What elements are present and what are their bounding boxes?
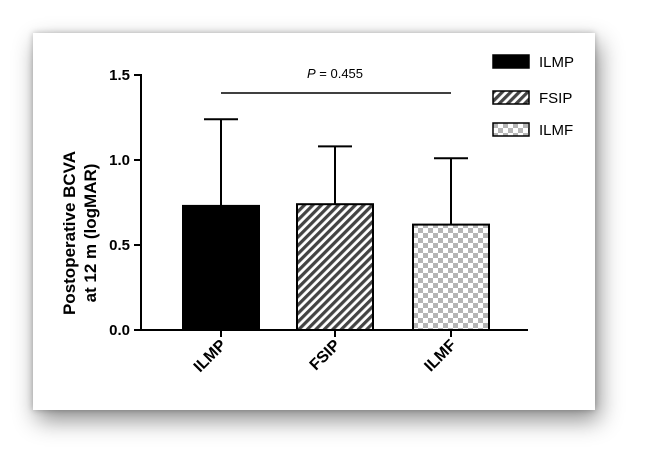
legend-label-fsip: FSIP bbox=[539, 90, 572, 107]
bar-ilmf bbox=[412, 223, 490, 332]
legend-swatch-fsip bbox=[492, 90, 530, 105]
bar-ilmp bbox=[182, 204, 260, 331]
y-axis-label-line-2: at 12 m (logMAR) bbox=[81, 163, 100, 303]
x-tick-label-ilmf: ILMF bbox=[421, 337, 460, 376]
y-axis-label-line-1: Postoperative BCVA bbox=[60, 150, 79, 316]
y-axis-label: Postoperative BCVA at 12 m (logMAR) bbox=[59, 103, 101, 363]
y-tick-label-2: 1.0 bbox=[109, 152, 130, 169]
bar-chart: 0.0 0.5 1.0 1.5 ILMP FSIP ILMF P = 0.455 ILMP… bbox=[109, 54, 574, 376]
legend-label-ilmf: ILMF bbox=[539, 122, 573, 139]
legend-swatch-ilmp bbox=[492, 54, 530, 69]
y-tick-label-3: 1.5 bbox=[109, 67, 130, 84]
x-tick-label-ilmp: ILMP bbox=[191, 337, 230, 376]
p-value-label: P = 0.455 bbox=[307, 66, 363, 81]
y-tick-label-0: 0.0 bbox=[109, 322, 130, 339]
bar-fsip bbox=[296, 203, 374, 331]
y-tick-label-1: 0.5 bbox=[109, 237, 130, 254]
figure-card: 0.0 0.5 1.0 1.5 ILMP FSIP ILMF P = 0.455 ILMP… bbox=[33, 33, 595, 410]
legend-label-ilmp: ILMP bbox=[539, 54, 574, 71]
legend-swatch-ilmf bbox=[492, 122, 530, 137]
x-tick-label-fsip: FSIP bbox=[307, 337, 344, 374]
